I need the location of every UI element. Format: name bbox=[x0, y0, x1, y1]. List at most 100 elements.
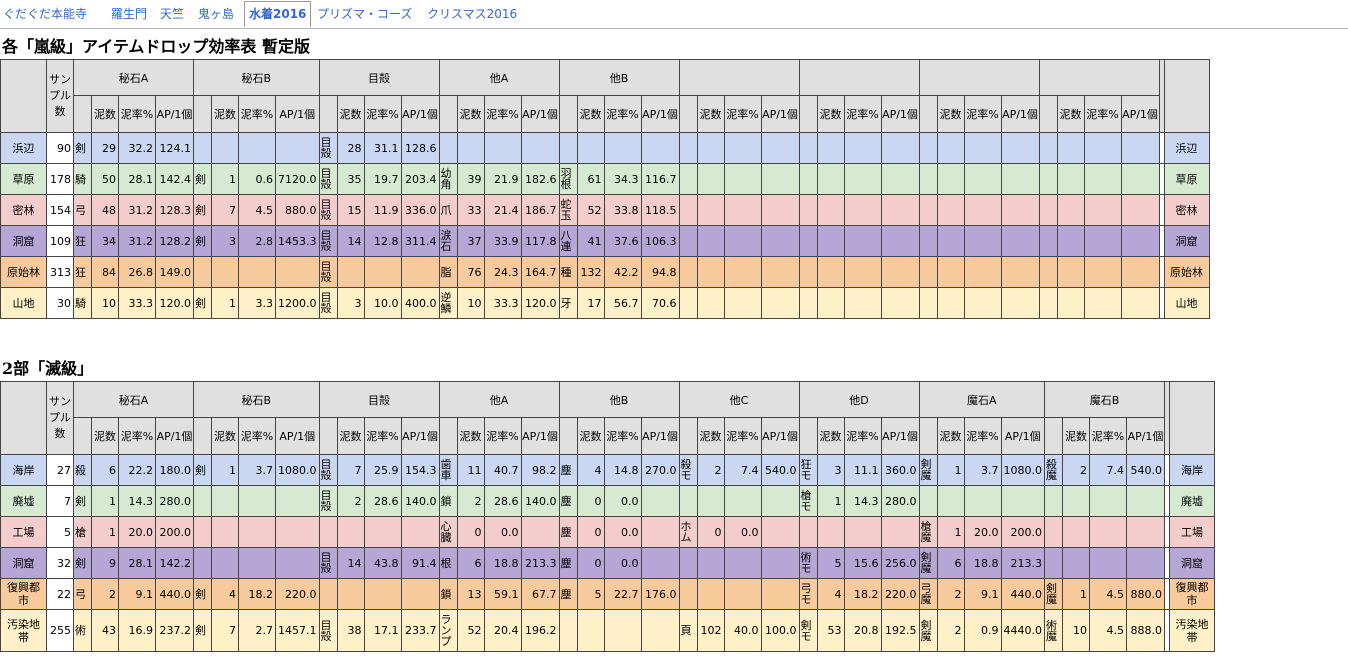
drop-count bbox=[211, 547, 239, 579]
item-mark: 歯車 bbox=[438, 454, 458, 486]
ap-per-item: 440.0 bbox=[155, 578, 194, 610]
column-subheader: AP/1個 bbox=[275, 95, 320, 133]
drop-rate: 0.0 bbox=[603, 516, 642, 548]
ap-per-item bbox=[520, 132, 560, 164]
drop-rate: 31.2 bbox=[118, 225, 156, 257]
item-mark: 目殻 bbox=[318, 194, 338, 226]
sample-count: 30 bbox=[46, 287, 74, 319]
item-mark: 剣 bbox=[193, 287, 212, 319]
column-subheader: 泥数 bbox=[211, 417, 239, 455]
drop-count bbox=[696, 256, 725, 288]
sample-count: 178 bbox=[46, 163, 74, 195]
ap-per-item bbox=[400, 256, 440, 288]
ap-per-item: 100.0 bbox=[760, 609, 800, 652]
tab-prisma-codes[interactable]: プリズマ・コーズ bbox=[317, 7, 413, 21]
tab-christmas-2016[interactable]: クリスマス2016 bbox=[427, 7, 518, 21]
item-mark-header bbox=[438, 417, 458, 455]
drop-rate: 0.0 bbox=[603, 485, 642, 517]
column-subheader: 泥率% bbox=[843, 95, 882, 133]
column-subheader: 泥数 bbox=[816, 417, 845, 455]
section1-title: 各「嵐級」アイテムドロップ効率表 暫定版 bbox=[2, 37, 310, 56]
item-mark: 槍魔 bbox=[918, 516, 938, 548]
drop-count bbox=[1056, 194, 1085, 226]
drop-count: 1 bbox=[816, 485, 845, 517]
drop-count: 0 bbox=[576, 547, 605, 579]
drop-count bbox=[576, 132, 605, 164]
item-mark bbox=[798, 287, 818, 319]
drop-count: 14 bbox=[336, 547, 365, 579]
drop-count: 61 bbox=[576, 163, 605, 195]
ap-per-item: 200.0 bbox=[155, 516, 194, 548]
ap-per-item: 540.0 bbox=[760, 454, 800, 486]
item-mark: 目殻 bbox=[318, 256, 338, 288]
drop-count bbox=[936, 256, 965, 288]
item-mark: 狂 bbox=[73, 225, 92, 257]
area-label: 工場 bbox=[0, 516, 47, 548]
ap-per-item bbox=[760, 516, 800, 548]
drop-count bbox=[1056, 225, 1085, 257]
item-mark bbox=[1038, 194, 1058, 226]
group-header: 秘石B bbox=[193, 59, 320, 96]
item-mark: 弓 bbox=[73, 578, 92, 610]
column-subheader: 泥数 bbox=[696, 417, 725, 455]
item-mark-header bbox=[193, 417, 212, 455]
area-label: 海岸 bbox=[0, 454, 47, 486]
drop-rate bbox=[963, 287, 1002, 319]
item-mark-header bbox=[558, 95, 578, 133]
tab-mizugi-2016[interactable]: 水着2016 bbox=[244, 1, 312, 28]
table-row: 復興都市 22 弓 2 9.1 440.0 剣 4 18.2 220.0 鎖 13 59.1 67.7 塵 5… bbox=[0, 578, 1215, 610]
ap-per-item bbox=[1120, 287, 1160, 319]
table-row: 汚染地帯 255 術 43 16.9 237.2 剣 7 2.7 1457.1 目殻 38 17.1 23… bbox=[0, 609, 1215, 652]
column-subheader: 泥率% bbox=[118, 95, 156, 133]
item-mark bbox=[318, 516, 338, 548]
drop-count bbox=[211, 516, 239, 548]
ap-per-item: 94.8 bbox=[640, 256, 680, 288]
ap-per-item: 140.0 bbox=[520, 485, 560, 517]
ap-per-item bbox=[1000, 485, 1045, 517]
tab-tenjiku[interactable]: 天竺 bbox=[160, 7, 185, 21]
drop-rate: 14.8 bbox=[603, 454, 642, 486]
drop-rate: 7.4 bbox=[1089, 454, 1127, 486]
drop-rate: 18.2 bbox=[843, 578, 882, 610]
ap-per-item bbox=[1120, 256, 1160, 288]
drop-rate bbox=[238, 485, 276, 517]
ap-per-item bbox=[880, 256, 920, 288]
drop-rate: 22.7 bbox=[603, 578, 642, 610]
drop-rate bbox=[843, 516, 882, 548]
ap-per-item: 142.2 bbox=[155, 547, 194, 579]
drop-rate: 18.8 bbox=[483, 547, 522, 579]
drop-count: 1 bbox=[211, 454, 239, 486]
ap-per-item bbox=[520, 516, 560, 548]
sample-count-header: サンプル数 bbox=[46, 59, 74, 133]
drop-rate bbox=[963, 194, 1002, 226]
drop-rate bbox=[1083, 132, 1122, 164]
column-subheader: AP/1個 bbox=[1120, 95, 1160, 133]
drop-count: 33 bbox=[456, 194, 485, 226]
ap-per-item: 192.5 bbox=[880, 609, 920, 652]
area-label-right: 密林 bbox=[1163, 194, 1210, 226]
sample-count: 109 bbox=[46, 225, 74, 257]
drop-count: 35 bbox=[336, 163, 365, 195]
drop-rate: 3.7 bbox=[238, 454, 276, 486]
drop-rate: 33.9 bbox=[483, 225, 522, 257]
tab-rashomon[interactable]: 羅生門 bbox=[111, 7, 148, 21]
ap-per-item: 280.0 bbox=[880, 485, 920, 517]
drop-count: 9 bbox=[91, 547, 119, 579]
item-mark: 目殻 bbox=[318, 287, 338, 319]
drop-rate: 10.0 bbox=[363, 287, 402, 319]
item-mark: 涙石 bbox=[438, 225, 458, 257]
tab-onigashima[interactable]: 鬼ヶ島 bbox=[198, 7, 235, 21]
item-mark bbox=[438, 132, 458, 164]
drop-rate: 9.1 bbox=[118, 578, 156, 610]
drop-rate bbox=[1089, 547, 1127, 579]
group-header: 魔石B bbox=[1044, 381, 1165, 418]
item-mark bbox=[1038, 163, 1058, 195]
item-mark: 術魔 bbox=[1044, 609, 1063, 652]
group-header: 目殻 bbox=[318, 381, 440, 418]
item-mark bbox=[678, 194, 698, 226]
tab-gudaguda[interactable]: ぐだぐだ本能寺 bbox=[3, 7, 88, 21]
drop-count bbox=[696, 194, 725, 226]
ap-per-item: 1080.0 bbox=[275, 454, 320, 486]
drop-rate bbox=[603, 609, 642, 652]
column-subheader: 泥率% bbox=[363, 417, 402, 455]
